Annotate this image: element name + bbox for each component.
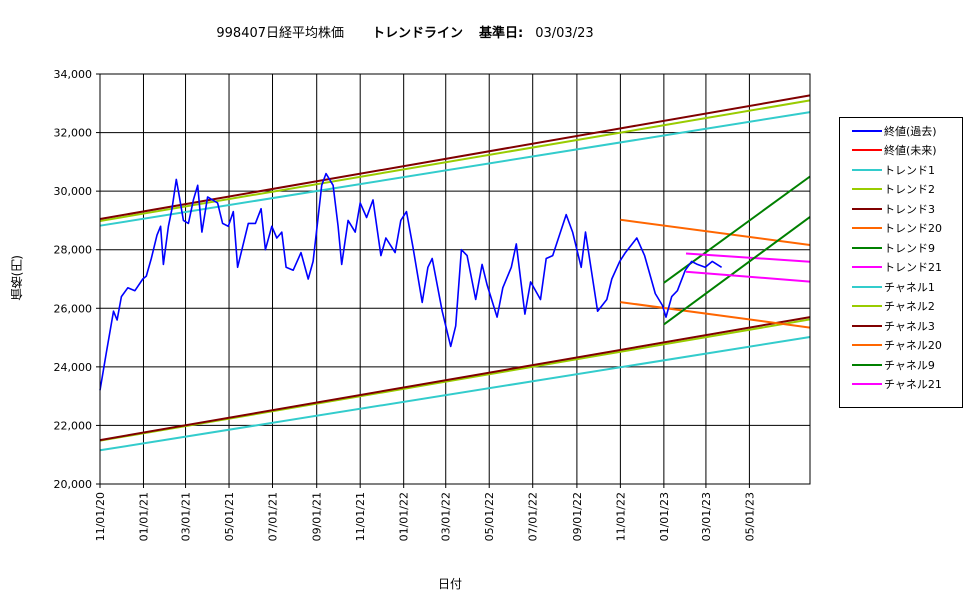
x-tick-label: 05/01/21	[223, 492, 236, 541]
x-tick-label: 01/01/22	[398, 492, 411, 541]
x-tick-label: 07/01/21	[267, 492, 280, 541]
series-line-11	[620, 301, 811, 329]
legend-swatch	[852, 129, 882, 132]
title-base-label: 基準日:	[479, 26, 524, 41]
title-code-name: 998407日経平均株価	[216, 26, 345, 41]
legend-label: チャネル2	[884, 300, 935, 314]
legend-swatch	[852, 383, 882, 386]
x-tick-label: 07/01/22	[527, 492, 540, 541]
legend-item: チャネル3	[840, 316, 962, 336]
series-line-6	[663, 175, 811, 284]
x-tick-label: 09/01/22	[571, 492, 584, 541]
series-group	[99, 94, 811, 452]
legend-label: トレンド9	[884, 241, 935, 255]
y-axis-label: 価格(円)	[10, 255, 24, 301]
legend-label: トレンド1	[884, 163, 935, 177]
x-tick-label: 03/01/22	[440, 492, 453, 541]
legend-item: チャネル20	[840, 336, 962, 356]
legend-label: 終値(過去)	[884, 124, 937, 138]
legend-item: トレンド2	[840, 180, 962, 200]
x-tick-label: 11/01/22	[614, 492, 627, 541]
legend-label: 終値(未来)	[884, 144, 937, 158]
legend-item: トレンド21	[840, 258, 962, 278]
y-tick-label: 22,000	[54, 419, 93, 432]
legend-label: チャネル9	[884, 358, 935, 372]
legend-swatch	[852, 207, 882, 210]
legend-item: トレンド3	[840, 199, 962, 219]
legend-swatch	[852, 149, 882, 152]
legend-item: チャネル1	[840, 277, 962, 297]
x-tick-label: 03/01/23	[700, 492, 713, 541]
x-axis-label: 日付	[437, 577, 462, 591]
legend-item: トレンド1	[840, 160, 962, 180]
legend-swatch	[852, 324, 882, 327]
legend-swatch	[852, 305, 882, 308]
legend-label: チャネル20	[884, 339, 942, 353]
y-tick-label: 24,000	[54, 361, 93, 374]
x-tick-label: 03/01/21	[180, 492, 193, 541]
legend-item: 終値(未来)	[840, 141, 962, 161]
legend-label: トレンド20	[884, 222, 942, 236]
x-axis: 11/01/20 01/01/21 03/01/21 05/01/21 07/01/21…	[94, 484, 756, 541]
legend-label: チャネル21	[884, 378, 942, 392]
legend-label: トレンド21	[884, 261, 942, 275]
x-tick-label: 05/01/23	[743, 492, 756, 541]
y-axis: 20,000 22,000 24,000 26,000 28,000 30,000 32,0…	[54, 68, 100, 491]
legend-swatch	[852, 227, 882, 230]
legend-swatch	[852, 266, 882, 269]
title-trend: トレンドライン	[372, 26, 464, 41]
legend-swatch	[852, 285, 882, 288]
x-tick-label: 11/01/20	[94, 492, 107, 541]
legend-swatch	[852, 363, 882, 366]
legend-swatch	[852, 168, 882, 171]
y-tick-label: 34,000	[54, 68, 93, 81]
x-tick-label: 05/01/22	[483, 492, 496, 541]
legend-item: チャネル21	[840, 375, 962, 395]
legend-label: チャネル3	[884, 319, 935, 333]
legend-swatch	[852, 344, 882, 347]
legend-label: チャネル1	[884, 280, 935, 294]
legend-item: トレンド20	[840, 219, 962, 239]
y-tick-label: 30,000	[54, 185, 93, 198]
series-line-12	[663, 216, 811, 326]
legend-item: トレンド9	[840, 238, 962, 258]
plot-area	[99, 73, 811, 485]
x-tick-label: 11/01/21	[354, 492, 367, 541]
series-line-0	[99, 172, 723, 391]
legend-label: トレンド3	[884, 202, 935, 216]
y-tick-label: 28,000	[54, 244, 93, 257]
legend-item: 終値(過去)	[840, 121, 962, 141]
x-tick-label: 01/01/23	[658, 492, 671, 541]
x-tick-label: 09/01/21	[311, 492, 324, 541]
y-tick-label: 20,000	[54, 478, 93, 491]
series-line-7	[685, 252, 811, 263]
series-line-3	[99, 99, 811, 222]
series-line-10	[99, 316, 811, 442]
legend-item: チャネル2	[840, 297, 962, 317]
legend-label: トレンド2	[884, 183, 935, 197]
legend: 終値(過去) 終値(未来) トレンド1 トレンド2 トレンド3 トレンド20 トレンド9 トレ…	[839, 117, 963, 408]
legend-swatch	[852, 246, 882, 249]
y-tick-label: 26,000	[54, 302, 93, 315]
series-line-5	[620, 218, 811, 246]
x-tick-label: 01/01/21	[137, 492, 150, 541]
y-tick-label: 32,000	[54, 127, 93, 140]
legend-swatch	[852, 188, 882, 191]
series-line-4	[99, 94, 811, 220]
series-line-8	[99, 336, 811, 452]
title-base-date: 03/03/23	[535, 26, 594, 41]
series-line-13	[685, 270, 811, 283]
legend-item: チャネル9	[840, 355, 962, 375]
chart-title: 998407日経平均株価 トレンドライン 基準日: 03/03/23	[0, 22, 810, 41]
